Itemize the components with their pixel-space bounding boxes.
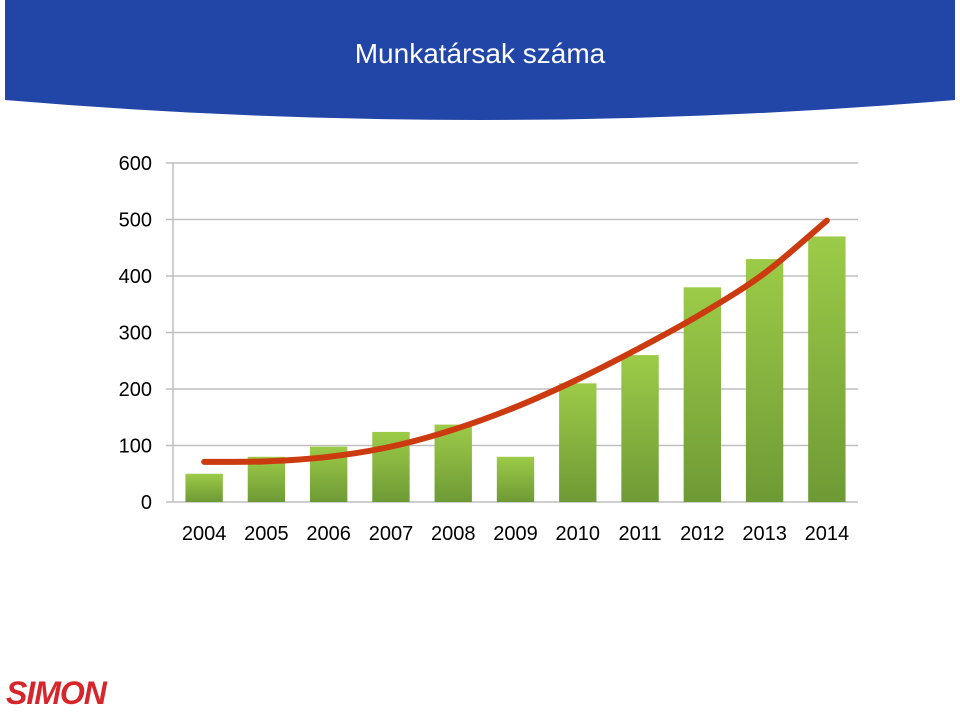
- x-tick-label-2012: 2012: [680, 523, 725, 545]
- bar-2010: [559, 383, 597, 502]
- bar-2011: [621, 355, 659, 502]
- x-tick-label-2004: 2004: [182, 523, 227, 545]
- x-tick-label-2005: 2005: [244, 523, 289, 545]
- svg-text:SIMON: SIMON: [6, 675, 108, 711]
- page-title: Munkatársak száma: [354, 38, 606, 69]
- title-band: [5, 0, 955, 120]
- y-tick-label-200: 200: [119, 379, 152, 401]
- bar-2013: [745, 259, 784, 502]
- y-axis-ticks: 0 100 200 300 400 500 600: [119, 153, 152, 514]
- y-tick-label-500: 500: [119, 210, 152, 232]
- bar-2009: [496, 456, 535, 502]
- x-tick-label-2007: 2007: [369, 523, 414, 545]
- bar-2014: [808, 236, 846, 502]
- y-tick-label-0: 0: [141, 492, 152, 514]
- x-tick-label-2013: 2013: [742, 523, 787, 545]
- bar-2004: [185, 473, 223, 502]
- y-tick-label-600: 600: [119, 153, 152, 175]
- x-tick-label-2006: 2006: [306, 523, 351, 545]
- y-tick-label-100: 100: [119, 436, 152, 458]
- bar-2008: [434, 424, 472, 502]
- y-tick-label-400: 400: [119, 266, 152, 288]
- trendline: [201, 217, 830, 465]
- y-tick-label-300: 300: [119, 323, 152, 345]
- x-tick-label-2010: 2010: [556, 523, 601, 545]
- x-tick-label-2009: 2009: [493, 523, 538, 545]
- x-tick-label-2011: 2011: [619, 523, 662, 545]
- x-axis-ticks: 2004 2005 2006 2007 2008 2009 2010 2011 2012 2013…: [182, 523, 849, 545]
- simon-logo: SIMON: [6, 675, 109, 711]
- trendline-layer: [201, 217, 830, 465]
- x-tick-label-2014: 2014: [805, 523, 850, 545]
- x-tick-label-2008: 2008: [431, 523, 476, 545]
